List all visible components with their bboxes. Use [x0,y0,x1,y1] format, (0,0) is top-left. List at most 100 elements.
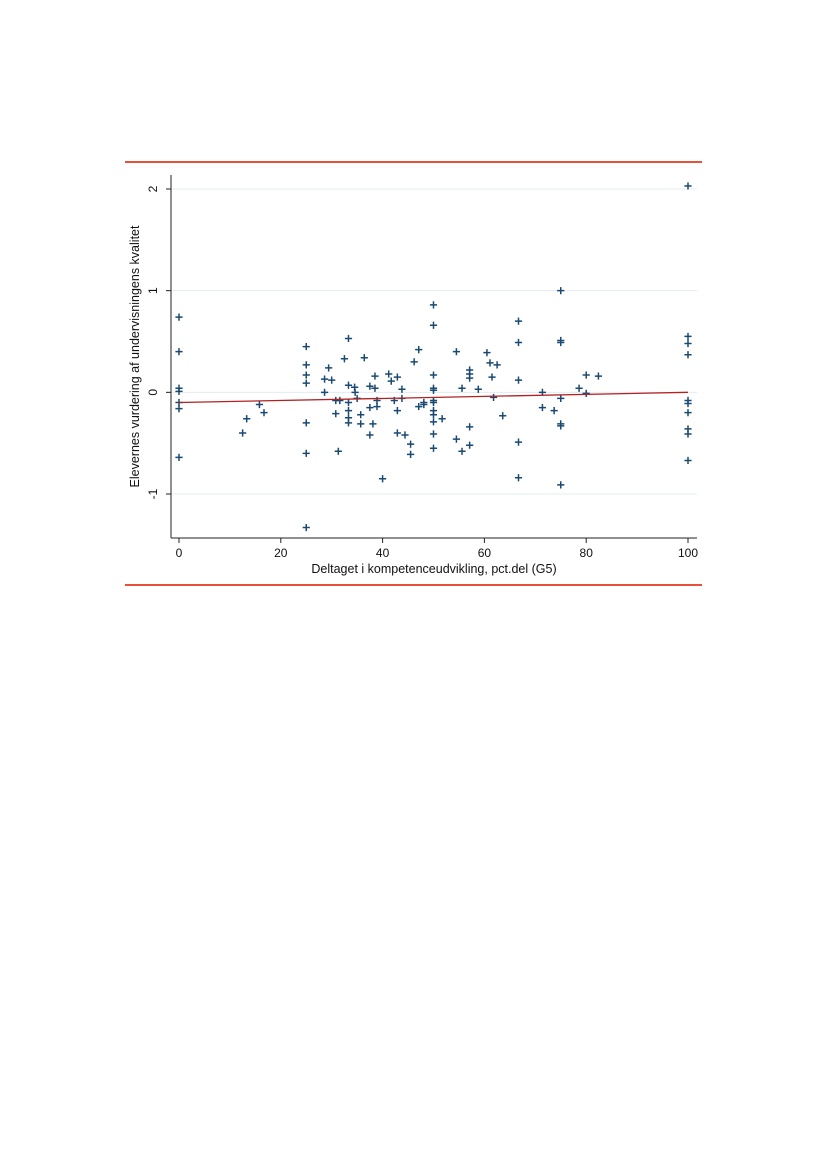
data-point [488,373,496,381]
data-point [557,422,565,430]
fit-line [178,391,689,404]
data-point [557,394,565,403]
y-tick-label: 2 [146,185,160,192]
data-point [557,338,565,347]
data-point [371,372,379,380]
data-point [489,393,498,402]
data-point [344,407,353,415]
data-point [420,400,428,409]
data-point [514,438,523,446]
data-point [438,415,446,423]
data-point [474,385,482,393]
y-tick-label: 0 [146,389,160,396]
data-point [557,287,565,295]
data-point [351,388,359,396]
data-point [514,376,523,384]
data-point [379,475,387,483]
data-point [429,386,438,394]
data-point [366,431,374,439]
top-rule [125,161,702,163]
data-point [429,444,438,452]
data-point [328,376,336,384]
data-point [458,447,466,455]
data-point [401,431,409,439]
data-point [514,317,523,325]
data-point [371,384,379,392]
data-point [406,450,415,458]
data-point [332,410,340,418]
data-point [302,419,310,427]
data-point [302,371,310,379]
data-point [387,377,395,385]
data-point [175,405,183,413]
data-point [538,403,547,412]
data-point [360,354,368,362]
data-point [260,409,268,417]
data-point [452,348,461,356]
data-point [344,398,353,407]
data-point [369,420,377,428]
y-axis-title: Elevernes vurdering af undervisningens k… [128,225,142,487]
data-point [344,334,353,343]
x-tick-label: 100 [678,546,698,560]
data-point [493,361,501,369]
x-axis-title: Deltaget i kompetenceudvikling, pct.del … [311,562,556,576]
x-tick-label: 80 [580,546,594,560]
data-point [684,182,692,190]
data-point [320,375,329,383]
data-point [334,447,342,455]
data-point [373,402,381,411]
data-point [344,381,353,389]
data-point [429,430,438,438]
data-point [175,387,183,395]
data-point [302,361,310,369]
data-point [344,419,353,427]
data-point [393,373,401,381]
data-point [466,423,474,431]
data-point [415,402,423,411]
data-point [458,384,466,392]
data-point [499,412,507,420]
x-tick-label: 40 [376,546,390,560]
data-point [684,430,692,438]
data-point [302,342,310,351]
data-point [582,371,590,379]
data-point [406,440,415,448]
data-point [336,396,344,405]
data-point [486,359,494,367]
data-point [575,384,583,392]
data-point [175,453,183,461]
data-point [357,411,365,419]
data-point [684,399,692,408]
data-point [415,346,423,354]
data-point [366,403,374,412]
data-point [393,407,401,415]
data-point [557,481,565,489]
data-point [429,411,438,419]
data-point [357,420,365,428]
y-tick-label: -1 [146,488,160,499]
data-point [466,441,474,449]
data-point [175,348,183,356]
data-point [550,407,558,415]
data-point [175,313,183,321]
data-point [684,351,692,359]
data-point [302,449,310,457]
data-point [410,358,418,366]
data-point [684,332,692,341]
data-point [582,389,590,397]
data-point [514,338,523,347]
data-points [175,182,692,532]
x-tick-label: 20 [274,546,288,560]
data-point [320,388,329,396]
data-point [429,371,438,379]
y-tick-label: 1 [146,287,160,294]
data-point [429,418,438,426]
data-point [243,415,251,423]
data-point [429,321,438,329]
x-tick-label: 0 [176,546,183,560]
y-ticks: -1 0 1 2 [146,185,171,499]
data-point [429,301,438,309]
data-point [429,398,438,407]
axes [170,175,697,539]
